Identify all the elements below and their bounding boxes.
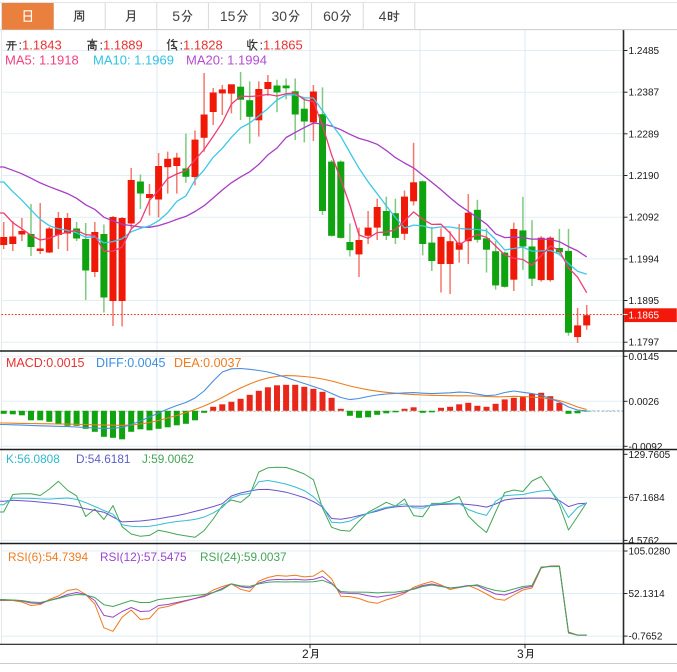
svg-text:0.0026: 0.0026 bbox=[629, 397, 660, 408]
svg-text:30: 30 bbox=[272, 8, 288, 24]
svg-text:105.0280: 105.0280 bbox=[629, 547, 671, 558]
svg-text:MACD:0.0015: MACD:0.0015 bbox=[6, 356, 85, 370]
svg-text::: : bbox=[19, 38, 23, 53]
svg-text:15: 15 bbox=[220, 8, 236, 24]
svg-text::: : bbox=[180, 38, 184, 53]
svg-text:1.1889: 1.1889 bbox=[103, 38, 143, 53]
svg-text:RSI(12):57.5475: RSI(12):57.5475 bbox=[100, 550, 187, 564]
svg-text:MA20: 1.1994: MA20: 1.1994 bbox=[186, 53, 267, 68]
svg-text:60: 60 bbox=[323, 8, 339, 24]
svg-text:3: 3 bbox=[517, 647, 524, 661]
svg-text:0.0145: 0.0145 bbox=[629, 352, 660, 363]
svg-text:RSI(24):59.0037: RSI(24):59.0037 bbox=[200, 550, 287, 564]
svg-text:4.5762: 4.5762 bbox=[629, 536, 660, 547]
svg-text:1.2092: 1.2092 bbox=[629, 213, 660, 224]
svg-text:1.1865: 1.1865 bbox=[263, 38, 303, 53]
svg-text:67.1684: 67.1684 bbox=[629, 493, 666, 504]
svg-text:1.1843: 1.1843 bbox=[22, 38, 62, 53]
svg-text:1.2485: 1.2485 bbox=[629, 46, 660, 57]
svg-text:D:54.6181: D:54.6181 bbox=[76, 452, 130, 466]
svg-text:129.7605: 129.7605 bbox=[629, 450, 671, 461]
svg-text:5: 5 bbox=[172, 8, 180, 24]
svg-text:1.1828: 1.1828 bbox=[183, 38, 223, 53]
svg-text:1.1994: 1.1994 bbox=[629, 254, 660, 265]
svg-text:1.2190: 1.2190 bbox=[629, 171, 660, 182]
svg-text:1.1865: 1.1865 bbox=[629, 310, 660, 321]
svg-text:MA10: 1.1969: MA10: 1.1969 bbox=[93, 53, 174, 68]
svg-text:RSI(6):54.7394: RSI(6):54.7394 bbox=[8, 550, 88, 564]
svg-text:-0.0092: -0.0092 bbox=[629, 442, 663, 453]
svg-text:J:59.0062: J:59.0062 bbox=[142, 452, 194, 466]
svg-text:52.1314: 52.1314 bbox=[629, 589, 666, 600]
svg-text:DEA:0.0037: DEA:0.0037 bbox=[174, 356, 241, 370]
svg-text:-0.7652: -0.7652 bbox=[629, 632, 663, 643]
svg-text:DIFF:0.0045: DIFF:0.0045 bbox=[96, 356, 166, 370]
svg-text:MA5: 1.1918: MA5: 1.1918 bbox=[5, 53, 79, 68]
svg-text:4: 4 bbox=[379, 8, 387, 24]
svg-text:1.2289: 1.2289 bbox=[629, 129, 660, 140]
svg-text:2: 2 bbox=[302, 647, 309, 661]
svg-text:1.1797: 1.1797 bbox=[629, 338, 660, 349]
svg-text:K:56.0808: K:56.0808 bbox=[6, 452, 60, 466]
svg-text:1.1895: 1.1895 bbox=[629, 296, 660, 307]
svg-text::: : bbox=[260, 38, 264, 53]
svg-text:1.2387: 1.2387 bbox=[629, 88, 660, 99]
svg-text::: : bbox=[100, 38, 104, 53]
